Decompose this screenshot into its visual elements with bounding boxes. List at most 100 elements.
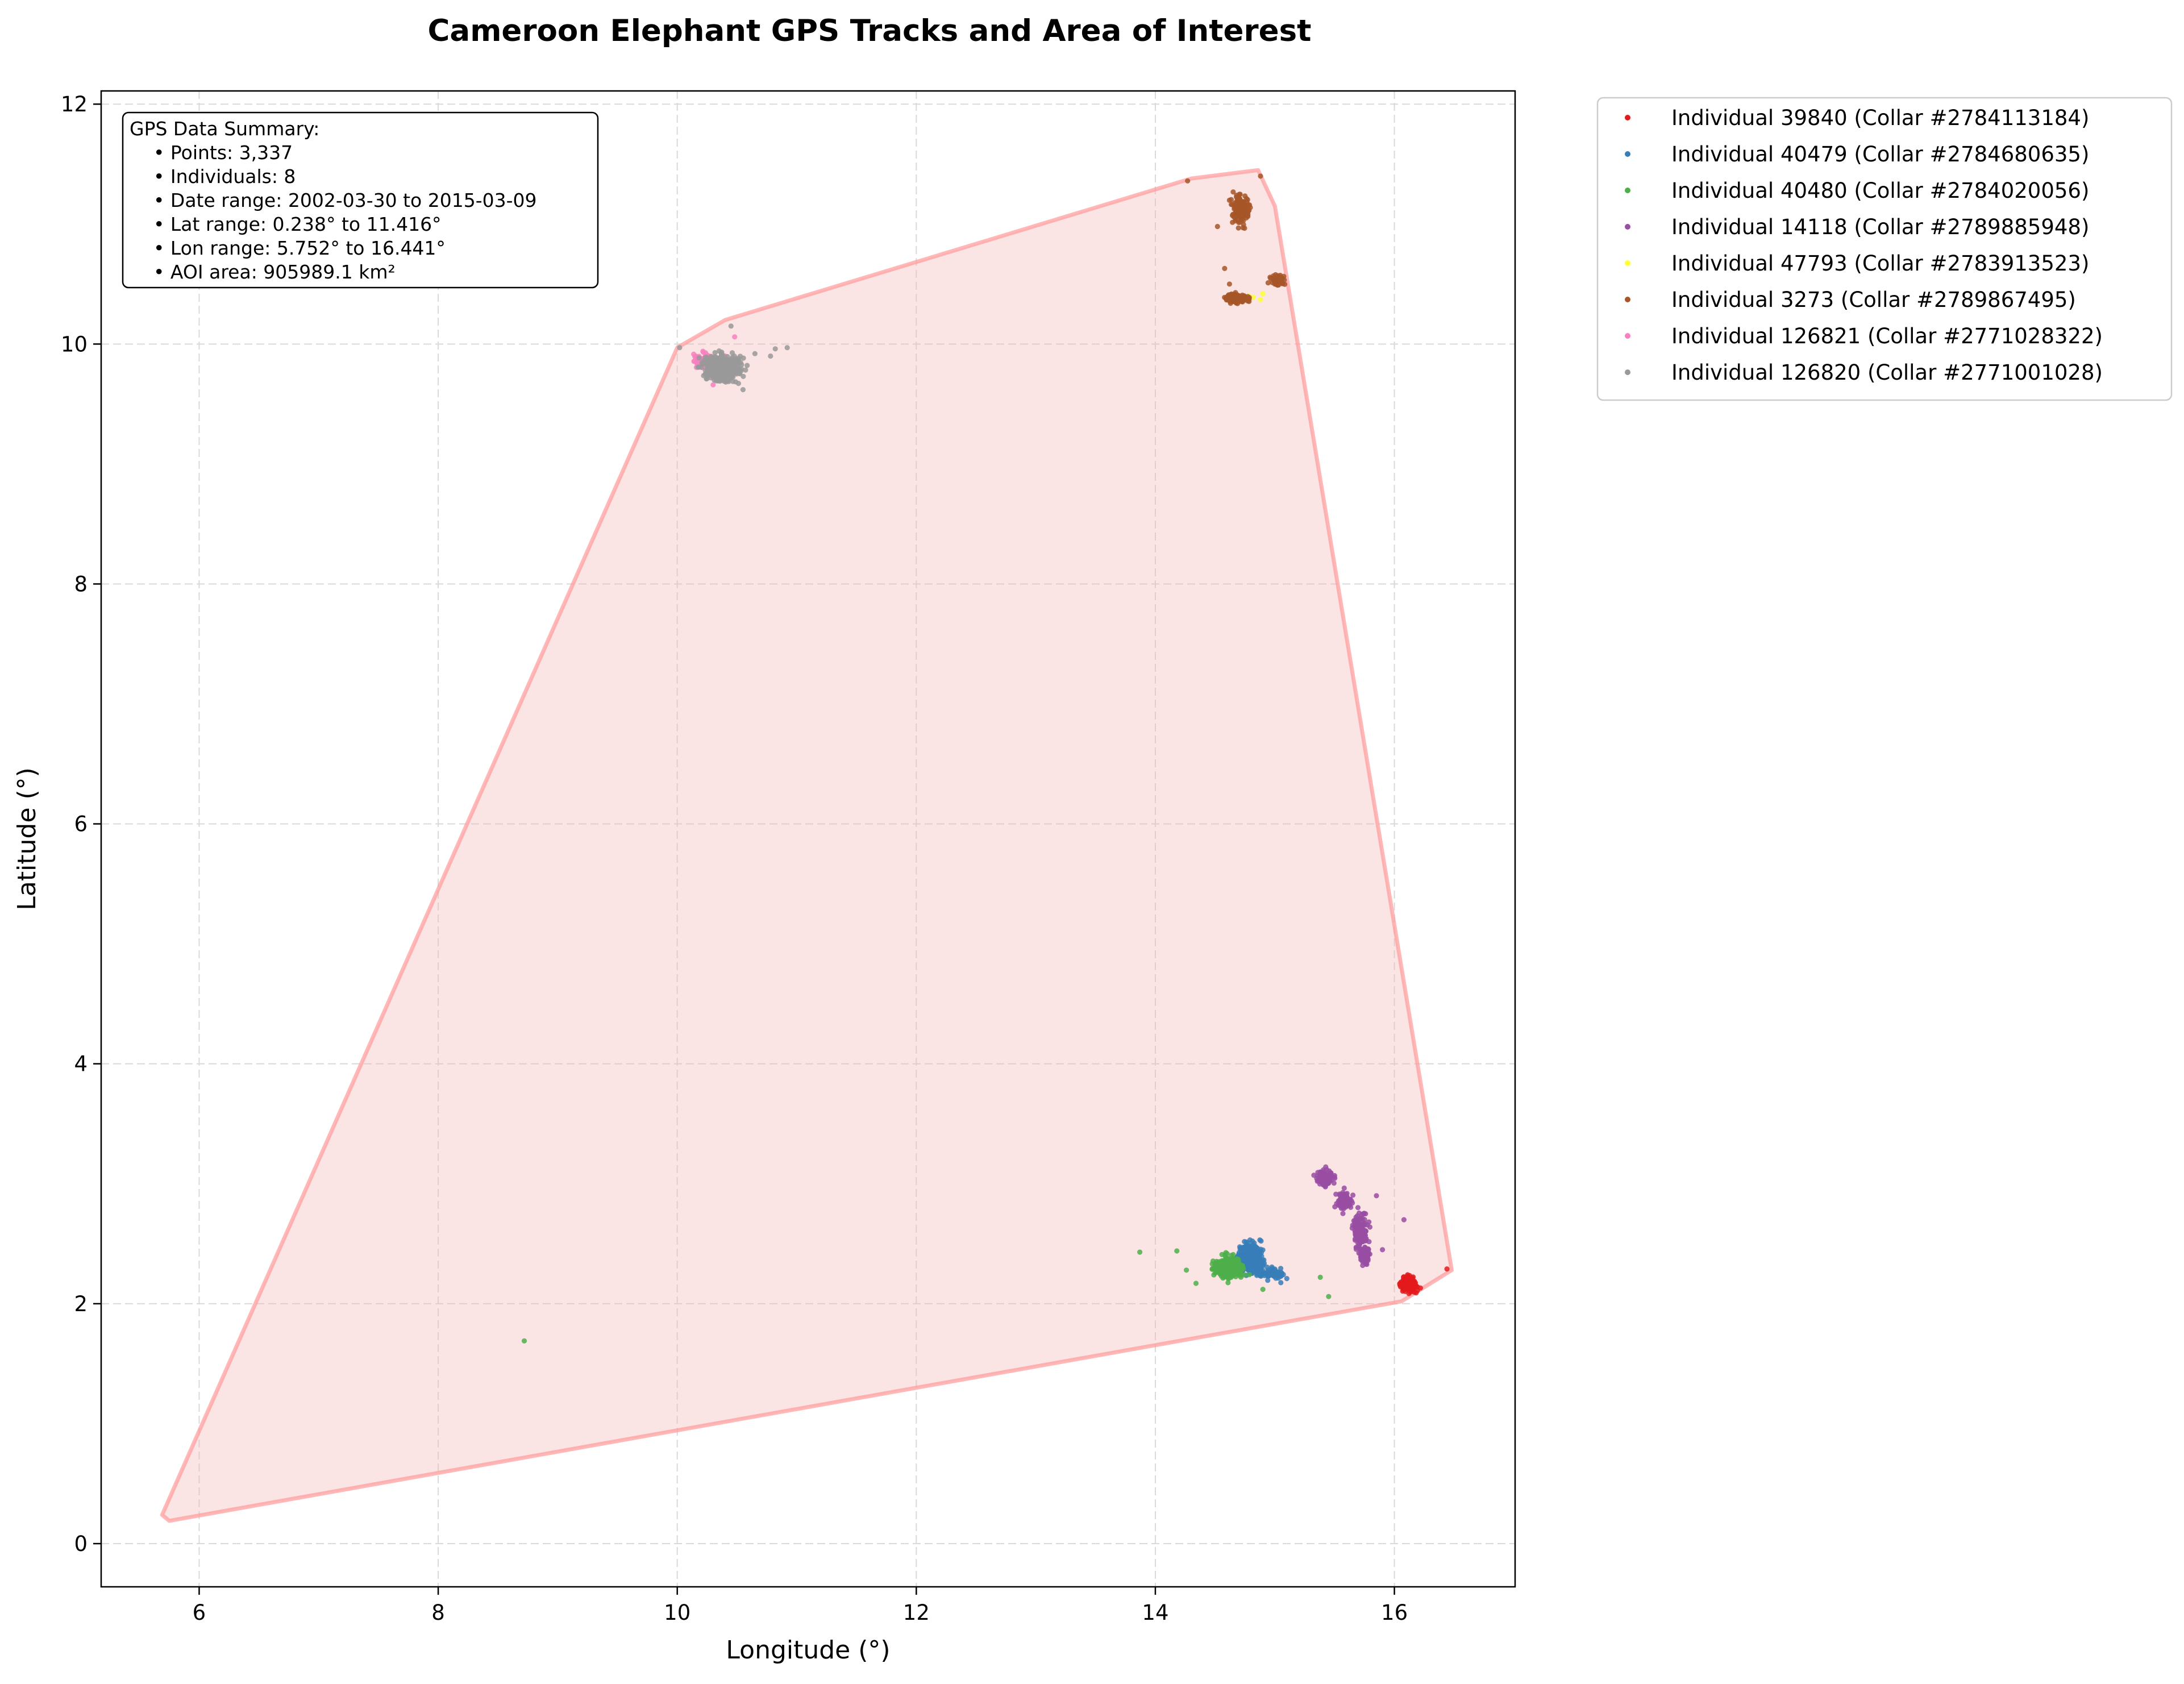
gps-point: [1311, 1172, 1317, 1178]
summary-box-frame: [122, 111, 599, 289]
gps-point: [731, 367, 737, 373]
gps-point: [740, 387, 746, 393]
gps-point: [741, 373, 746, 379]
gps-point: [1278, 1266, 1284, 1271]
gps-point: [1278, 1280, 1284, 1286]
gps-point: [1255, 1264, 1261, 1270]
gps-point: [677, 345, 683, 351]
y-tick-label: 4: [74, 1052, 88, 1076]
gps-point: [1333, 1191, 1339, 1197]
gps-point: [1324, 1167, 1329, 1172]
x-tick-label: 12: [903, 1600, 930, 1625]
gps-point: [702, 355, 708, 360]
gps-point: [1217, 1270, 1223, 1276]
gps-point: [772, 346, 778, 352]
chart-title: Cameroon Elephant GPS Tracks and Area of…: [428, 14, 1312, 48]
y-tick-label: 8: [74, 572, 88, 596]
gps-point: [1213, 1261, 1219, 1267]
gps-point: [784, 345, 790, 351]
y-tick-label: 12: [61, 92, 88, 117]
gps-point: [696, 355, 702, 361]
summary-line: • Lat range: 0.238° to 11.416°: [130, 213, 442, 235]
gps-point: [1352, 1220, 1358, 1226]
legend-label: Individual 126820 (Collar #2771001028): [1671, 360, 2103, 385]
gps-point: [1260, 291, 1266, 297]
gps-point: [1408, 1283, 1414, 1289]
summary-line: • Points: 3,337: [130, 142, 293, 164]
gps-point: [1260, 1287, 1266, 1292]
gps-point: [1277, 274, 1283, 280]
gps-point: [1240, 225, 1246, 231]
gps-point: [701, 350, 706, 355]
gps-point: [1214, 223, 1220, 230]
summary-line: • Lon range: 5.752° to 16.441°: [130, 237, 446, 259]
gps-point: [1265, 1278, 1271, 1283]
x-tick-label: 6: [193, 1600, 206, 1625]
gps-point: [1356, 1210, 1362, 1216]
gps-point: [1250, 1258, 1256, 1264]
series-points: [1311, 1164, 1407, 1269]
gps-point: [1268, 276, 1274, 281]
gps-point: [1403, 1276, 1409, 1282]
gps-point: [1237, 204, 1242, 210]
gps-point: [1234, 196, 1241, 202]
gps-point: [1239, 217, 1245, 223]
gps-point: [1230, 1270, 1235, 1276]
legend-label: Individual 47793 (Collar #2783913523): [1671, 251, 2089, 276]
gps-point: [1174, 1248, 1180, 1254]
gps-point: [1243, 202, 1249, 207]
x-tick-label: 16: [1381, 1600, 1408, 1625]
series-points: [1397, 1266, 1450, 1296]
gps-point: [1359, 1219, 1365, 1225]
y-axis-label: Latitude (°): [13, 767, 41, 910]
gps-point: [1258, 297, 1263, 302]
gps-point: [1350, 1192, 1356, 1198]
gps-point: [1266, 1272, 1271, 1278]
legend-items: Individual 39840 (Collar #2784113184) Ind…: [1625, 106, 2103, 385]
gps-point: [1257, 1273, 1263, 1279]
gps-point: [1340, 1211, 1346, 1216]
gps-point: [1234, 209, 1241, 215]
gps-point: [730, 357, 736, 363]
series-points: [1185, 173, 1288, 306]
gps-point: [1317, 1274, 1323, 1280]
legend-label: Individual 40480 (Collar #2784020056): [1671, 178, 2089, 203]
gps-point: [1259, 1253, 1264, 1259]
gps-point: [1257, 1237, 1263, 1243]
gps-point: [717, 371, 723, 377]
summary-box: GPS Data Summary: • Points: 3,337 • Indi…: [122, 111, 599, 289]
gps-point: [732, 334, 738, 340]
gps-point: [1232, 206, 1237, 212]
gps-point: [699, 360, 705, 366]
gps-point: [1224, 295, 1229, 301]
legend-marker: [1625, 151, 1630, 157]
gps-point: [1240, 297, 1246, 303]
gps-point: [1353, 1232, 1358, 1237]
gps-point: [1232, 1264, 1237, 1270]
x-tick-label: 14: [1142, 1600, 1168, 1625]
gps-point: [1363, 1211, 1368, 1217]
gps-point: [1228, 1274, 1234, 1280]
gps-point: [1230, 292, 1235, 298]
x-axis-ticks: 6 8 10 12 14 16: [193, 1587, 1408, 1625]
gps-point: [1245, 1240, 1251, 1246]
gps-point: [1278, 1271, 1283, 1277]
gps-point: [1221, 1260, 1227, 1266]
gps-point: [1259, 1250, 1264, 1255]
gps-point: [723, 365, 729, 371]
gps-point: [744, 363, 750, 368]
gps-point: [1245, 209, 1250, 215]
y-axis-ticks: 0 2 4 6 8 10 12: [61, 92, 101, 1556]
y-tick-label: 2: [74, 1292, 88, 1316]
gps-point: [1342, 1193, 1348, 1199]
legend-marker: [1625, 260, 1630, 266]
gps-point: [1324, 1174, 1330, 1180]
gps-point: [1444, 1266, 1450, 1272]
gps-point: [768, 353, 773, 359]
gps-point: [713, 374, 719, 380]
gps-point: [717, 378, 723, 384]
gps-point: [1374, 1193, 1379, 1199]
aoi-polygon: [160, 168, 1454, 1523]
legend-marker: [1625, 224, 1630, 230]
